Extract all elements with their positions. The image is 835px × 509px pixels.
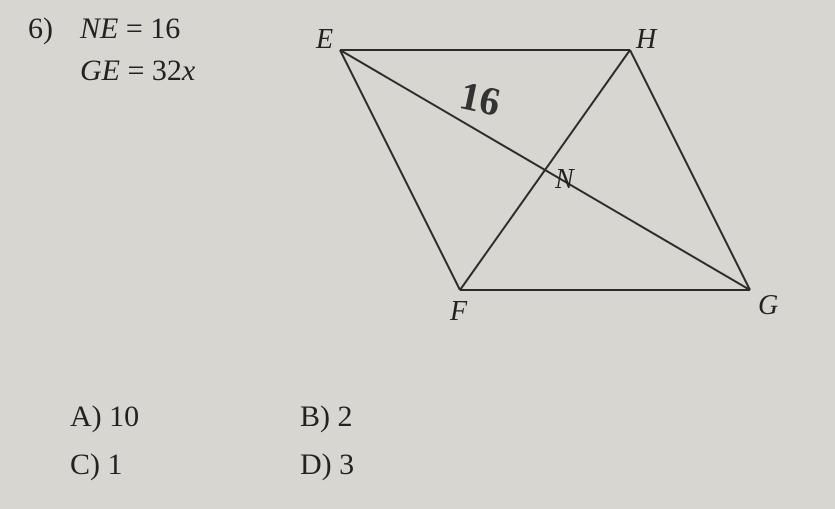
choice-a-value: 10: [109, 400, 139, 433]
choice-b: B) 2: [300, 400, 353, 434]
choice-d: D) 3: [300, 448, 354, 482]
given-ne: NE = 16: [80, 12, 180, 46]
choice-b-value: 2: [338, 400, 353, 433]
vertex-label-f: F: [450, 296, 467, 328]
choice-c-label: C): [70, 448, 108, 481]
choice-d-label: D): [300, 448, 339, 481]
choice-a-label: A): [70, 400, 109, 433]
given-ge-eq: =: [120, 54, 152, 87]
given-ne-eq: =: [118, 12, 150, 45]
parallelogram-diagram: EHGFN 16: [300, 20, 780, 350]
given-ne-rhs: 16: [150, 12, 180, 45]
problem-number: 6): [28, 12, 53, 46]
given-ne-lhs: NE: [80, 12, 118, 45]
choice-d-value: 3: [339, 448, 354, 481]
vertex-label-g: G: [758, 290, 778, 322]
vertex-label-e: E: [316, 24, 333, 56]
vertex-label-h: H: [636, 24, 656, 56]
choice-c: C) 1: [70, 448, 123, 482]
diagram-svg: [300, 20, 780, 350]
given-ge: GE = 32x: [80, 54, 195, 88]
choice-a: A) 10: [70, 400, 139, 434]
given-ge-rhs: 32: [152, 54, 182, 87]
given-ge-lhs: GE: [80, 54, 120, 87]
vertex-label-n: N: [555, 164, 574, 196]
given-ge-var: x: [182, 54, 195, 87]
choice-c-value: 1: [108, 448, 123, 481]
choice-b-label: B): [300, 400, 338, 433]
